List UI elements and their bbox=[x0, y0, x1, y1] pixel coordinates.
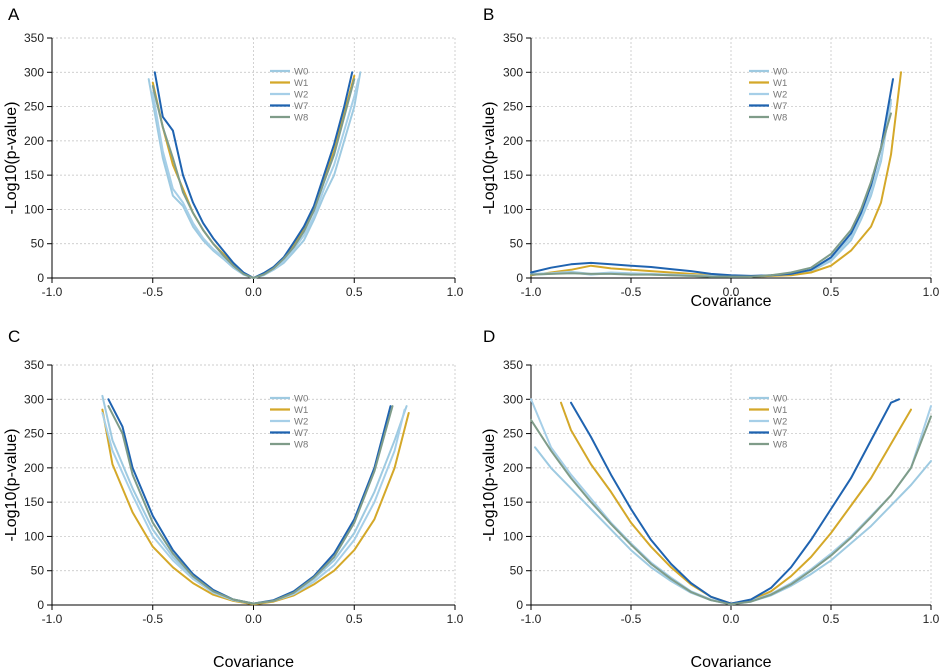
legend-label-w0: W0 bbox=[773, 394, 787, 405]
x-tick-label: -1.0 bbox=[521, 285, 542, 299]
y-tick-label: 50 bbox=[510, 564, 524, 578]
legend-label-w1: W1 bbox=[294, 405, 308, 416]
x-tick-label: -0.5 bbox=[621, 285, 642, 299]
x-tick-label: 0.5 bbox=[346, 612, 363, 626]
series-line-w8 bbox=[530, 415, 932, 606]
y-tick-label: 100 bbox=[503, 529, 523, 543]
x-tick-label: -1.0 bbox=[42, 285, 63, 299]
y-tick-label: 150 bbox=[503, 168, 523, 182]
y-tick-label: 350 bbox=[503, 31, 523, 45]
y-axis-title: -Log10(p-value) bbox=[3, 429, 20, 542]
legend-label-w7: W7 bbox=[294, 428, 308, 439]
y-tick-label: 350 bbox=[24, 358, 44, 372]
y-tick-label: 250 bbox=[503, 427, 523, 441]
y-tick-label: 0 bbox=[516, 598, 523, 612]
y-tick-label: 0 bbox=[37, 598, 44, 612]
y-axis-title: -Log10(p-value) bbox=[481, 102, 498, 215]
x-tick-label: -1.0 bbox=[521, 612, 542, 626]
y-tick-label: 200 bbox=[503, 461, 523, 475]
series-line-w1 bbox=[560, 401, 912, 605]
series-line-w7 bbox=[570, 398, 900, 605]
panel-label: A bbox=[8, 5, 20, 24]
x-axis-title: Covariance bbox=[213, 654, 294, 670]
legend-label-w2: W2 bbox=[294, 417, 308, 428]
x-tick-label: -0.5 bbox=[621, 612, 642, 626]
panel-label: B bbox=[483, 5, 494, 24]
legend-label-w2: W2 bbox=[773, 90, 787, 101]
legend-label-w8: W8 bbox=[773, 440, 787, 451]
legend-label-w7: W7 bbox=[773, 428, 787, 439]
x-tick-label: 1.0 bbox=[447, 612, 464, 626]
series-line-w7 bbox=[107, 398, 392, 605]
legend-label-w0: W0 bbox=[773, 67, 787, 78]
y-tick-label: 300 bbox=[503, 65, 523, 79]
y-tick-label: 0 bbox=[37, 271, 44, 285]
x-tick-label: 0.5 bbox=[823, 612, 840, 626]
legend-label-w8: W8 bbox=[294, 440, 308, 451]
y-axis-title: -Log10(p-value) bbox=[481, 429, 498, 542]
legend-label-w0: W0 bbox=[294, 394, 308, 405]
legend-label-w0: W0 bbox=[294, 67, 308, 78]
y-tick-label: 150 bbox=[503, 495, 523, 509]
x-tick-label: -1.0 bbox=[42, 612, 63, 626]
y-tick-label: 50 bbox=[31, 237, 45, 251]
y-tick-label: 350 bbox=[503, 358, 523, 372]
x-axis-title: Covariance bbox=[691, 293, 772, 310]
y-tick-label: 300 bbox=[503, 392, 523, 406]
x-tick-label: 0.0 bbox=[245, 612, 262, 626]
y-tick-label: 250 bbox=[24, 100, 44, 114]
y-tick-label: 100 bbox=[24, 202, 44, 216]
chart-panel-b: -1.0 -0.5 0.0 0.5 1.0 0 50 100 150 200 250 300 350 W0… bbox=[481, 5, 940, 310]
panel-label: D bbox=[483, 327, 495, 346]
legend-label-w1: W1 bbox=[773, 405, 787, 416]
x-tick-label: 1.0 bbox=[923, 285, 940, 299]
y-tick-label: 200 bbox=[24, 134, 44, 148]
x-tick-label: 0.5 bbox=[346, 285, 363, 299]
x-tick-label: 0.0 bbox=[723, 612, 740, 626]
legend-label-w2: W2 bbox=[773, 417, 787, 428]
x-tick-label: 0.5 bbox=[823, 285, 840, 299]
chart-panel-c: -1.0 -0.5 0.0 0.5 1.0 0 50 100 150 200 250 300 350 W0… bbox=[3, 327, 464, 670]
y-tick-label: 350 bbox=[24, 31, 44, 45]
y-tick-label: 200 bbox=[503, 134, 523, 148]
x-tick-label: 1.0 bbox=[447, 285, 464, 299]
series-line-w7 bbox=[530, 78, 894, 277]
legend-label-w1: W1 bbox=[294, 78, 308, 89]
x-tick-label: 0.0 bbox=[245, 285, 262, 299]
x-tick-label: -0.5 bbox=[142, 285, 163, 299]
y-tick-label: 50 bbox=[510, 237, 524, 251]
legend-label-w2: W2 bbox=[294, 90, 308, 101]
legend-label-w7: W7 bbox=[294, 101, 308, 112]
y-tick-label: 300 bbox=[24, 65, 44, 79]
x-tick-label: 0.0 bbox=[723, 285, 740, 299]
y-tick-label: 300 bbox=[24, 392, 44, 406]
legend-label-w1: W1 bbox=[773, 78, 787, 89]
legend-label-w7: W7 bbox=[773, 101, 787, 112]
y-tick-label: 250 bbox=[503, 100, 523, 114]
y-tick-label: 0 bbox=[516, 271, 523, 285]
chart-panel-a: -1.0 -0.5 0.0 0.5 1.0 0 50 100 150 200 250 300 350 W0… bbox=[3, 5, 464, 299]
legend-label-w8: W8 bbox=[294, 113, 308, 124]
legend-label-w8: W8 bbox=[773, 113, 787, 124]
x-tick-label: -0.5 bbox=[142, 612, 163, 626]
x-tick-label: 1.0 bbox=[923, 612, 940, 626]
y-tick-label: 100 bbox=[24, 529, 44, 543]
series-line-w8 bbox=[107, 405, 394, 605]
panel-label: C bbox=[8, 327, 20, 346]
y-tick-label: 150 bbox=[24, 168, 44, 182]
series-line-w8 bbox=[530, 112, 892, 278]
y-tick-label: 50 bbox=[31, 564, 45, 578]
y-axis-title: -Log10(p-value) bbox=[3, 102, 20, 215]
y-tick-label: 250 bbox=[24, 427, 44, 441]
x-axis-title: Covariance bbox=[691, 654, 772, 670]
y-tick-label: 100 bbox=[503, 202, 523, 216]
chart-panel-d: -1.0 -0.5 0.0 0.5 1.0 0 50 100 150 200 250 300 350 W0… bbox=[481, 327, 940, 670]
y-tick-label: 200 bbox=[24, 461, 44, 475]
series-line-w0 bbox=[534, 446, 932, 606]
y-tick-label: 150 bbox=[24, 495, 44, 509]
series-line-w8 bbox=[151, 78, 356, 279]
